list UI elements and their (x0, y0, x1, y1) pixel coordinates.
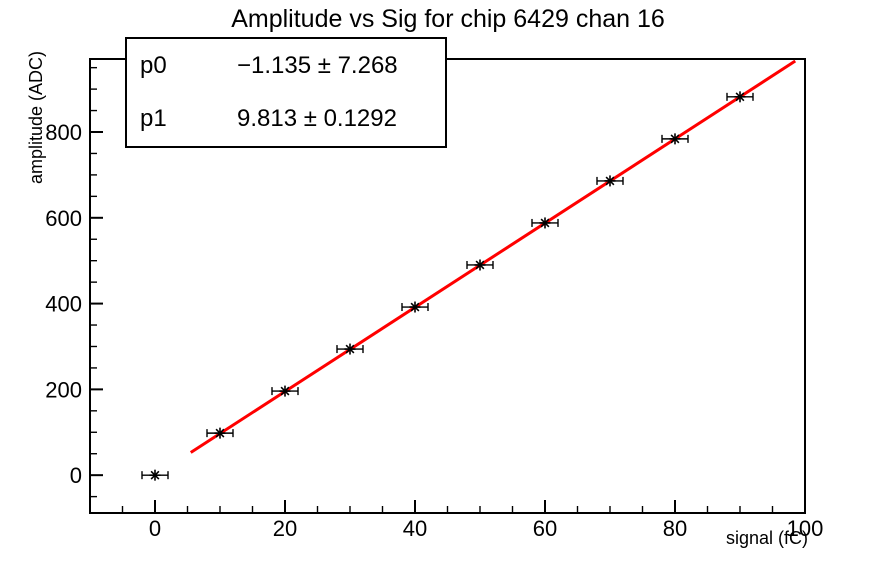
param-p0-name: p0 (140, 51, 167, 79)
y-tick-label: 0 (70, 463, 82, 488)
param-p0-value: −1.135 ± 7.268 (237, 51, 398, 79)
x-tick-label: 60 (533, 516, 557, 541)
param-p1-value: 9.813 ± 0.1292 (237, 105, 397, 133)
stats-row-p1: p1 9.813 ± 0.1292 (127, 107, 445, 131)
data-point-marker (410, 302, 420, 312)
x-tick-label: 0 (149, 516, 161, 541)
data-point-marker (605, 176, 615, 186)
data-point-marker (540, 218, 550, 228)
x-tick-label: 40 (403, 516, 427, 541)
data-point-marker (345, 344, 355, 354)
data-point-marker (280, 386, 290, 396)
fit-line (189, 59, 797, 454)
y-axis-title: amplitude (ADC) (26, 50, 46, 184)
chart-title: Amplitude vs Sig for chip 6429 chan 16 (231, 5, 665, 33)
data-point-marker (670, 134, 680, 144)
x-tick-label: 80 (663, 516, 687, 541)
param-p1-name: p1 (140, 105, 167, 133)
data-point-marker (215, 428, 225, 438)
data-point-marker (150, 470, 160, 480)
data-point-marker (475, 260, 485, 270)
y-tick-label: 400 (45, 292, 82, 317)
data-point-marker (735, 92, 745, 102)
y-tick-label: 600 (45, 206, 82, 231)
stats-row-p0: p0 −1.135 ± 7.268 (127, 51, 445, 79)
y-tick-label: 200 (45, 377, 82, 402)
x-axis-title: signal (fC) (725, 528, 808, 548)
x-tick-label: 100 (787, 516, 824, 541)
fit-stats-box: p0 −1.135 ± 7.268 p1 9.813 ± 0.1292 (125, 37, 447, 148)
x-tick-label: 20 (273, 516, 297, 541)
y-tick-label: 800 (45, 120, 82, 145)
